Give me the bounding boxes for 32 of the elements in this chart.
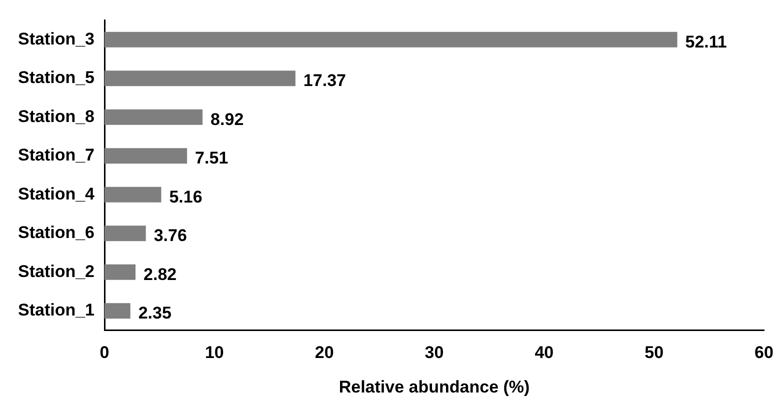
bar bbox=[104, 303, 130, 319]
y-tick-label: Station_2 bbox=[18, 262, 95, 281]
x-tick-label: 20 bbox=[314, 343, 334, 362]
data-label: 2.35 bbox=[138, 304, 172, 323]
y-tick-label: Station_1 bbox=[18, 300, 95, 320]
y-tick-label: Station_8 bbox=[18, 106, 95, 126]
bar bbox=[104, 32, 678, 48]
bar bbox=[104, 148, 188, 164]
data-label: 52.11 bbox=[685, 32, 727, 52]
x-tick-label: 30 bbox=[424, 343, 444, 362]
data-label: 5.16 bbox=[169, 187, 202, 206]
data-label: 2.82 bbox=[144, 264, 177, 284]
data-label: 8.92 bbox=[210, 110, 244, 129]
bar bbox=[104, 226, 146, 242]
bar bbox=[104, 264, 136, 280]
x-tick-label: 60 bbox=[754, 343, 774, 362]
y-tick-label: Station_5 bbox=[18, 68, 95, 88]
bar bbox=[104, 186, 162, 202]
data-label: 3.76 bbox=[154, 226, 187, 246]
y-tick-label: Station_7 bbox=[18, 146, 95, 165]
x-tick-label: 40 bbox=[534, 343, 554, 362]
bar bbox=[104, 70, 296, 86]
y-tick-label: Station_6 bbox=[18, 223, 95, 242]
data-label: 17.37 bbox=[303, 71, 346, 90]
x-axis-title: Relative abundance (%) bbox=[338, 377, 530, 396]
x-tick-label: 50 bbox=[644, 343, 664, 362]
y-tick-label: Station_3 bbox=[18, 29, 95, 48]
x-tick-label: 0 bbox=[100, 343, 110, 362]
data-label: 7.51 bbox=[195, 148, 228, 168]
x-tick-label: 10 bbox=[204, 343, 224, 362]
y-tick-label: Station_4 bbox=[18, 184, 96, 204]
bar bbox=[104, 109, 203, 125]
